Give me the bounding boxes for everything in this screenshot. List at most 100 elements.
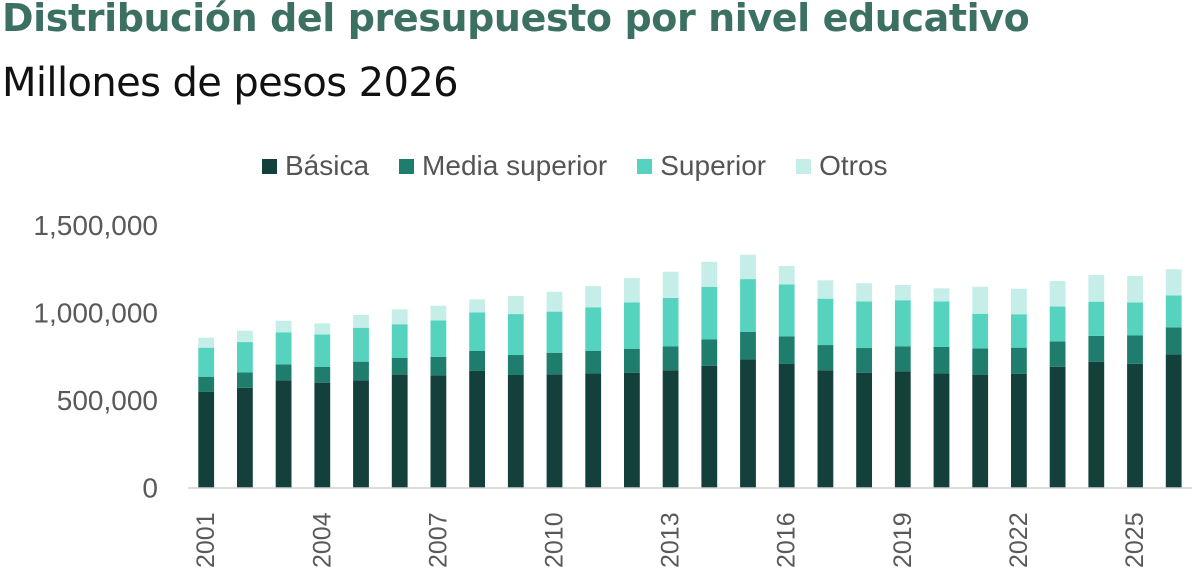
bar-segment-media-superior-2008: [469, 351, 485, 371]
bars: [198, 254, 1182, 488]
bar-segment-media-superior-2026: [1165, 327, 1182, 355]
bar-segment-media-superior-2021: [972, 348, 989, 375]
bar-segment-superior-2026: [1165, 295, 1182, 328]
x-tick-label: 2010: [541, 512, 569, 568]
bar-segment-superior-2003: [275, 332, 292, 365]
legend: Básica Media superior Superior Otros: [262, 150, 918, 182]
x-tick-label: 2022: [1005, 512, 1033, 568]
bar-segment-superior-2016: [778, 284, 795, 337]
legend-item-superior: Superior: [637, 150, 766, 182]
bar-segment-basica-2004: [314, 382, 331, 488]
bar-segment-media-superior-2019: [894, 346, 911, 372]
bar-segment-basica-2025: [1127, 363, 1143, 488]
bar-segment-otros-2004: [314, 323, 331, 335]
y-tick-label: 1,000,000: [33, 298, 158, 329]
bar-segment-otros-2011: [585, 286, 602, 308]
bar-segment-media-superior-2017: [817, 345, 834, 371]
bar-segment-otros-2017: [817, 280, 834, 299]
bar-segment-superior-2018: [856, 301, 872, 349]
bar-segment-basica-2022: [1011, 373, 1027, 488]
bar-segment-otros-2024: [1088, 275, 1105, 302]
bar-segment-otros-2006: [391, 309, 408, 325]
legend-swatch-basica: [262, 158, 277, 174]
bar-segment-basica-2018: [856, 372, 872, 488]
legend-swatch-otros: [796, 158, 812, 174]
bar-segment-superior-2022: [1011, 314, 1027, 348]
bar-segment-media-superior-2012: [624, 348, 640, 373]
x-axis: 2001 2004 2007 2010 2013 2016 2019 2022 2025: [192, 512, 1149, 568]
bar-segment-media-superior-2005: [353, 361, 369, 381]
bar-segment-media-superior-2020: [933, 346, 950, 374]
bar-segment-superior-2008: [469, 312, 485, 351]
bar-segment-otros-2012: [624, 278, 640, 303]
bar-segment-basica-2011: [585, 373, 602, 488]
bar-segment-basica-2009: [507, 374, 524, 488]
bar-segment-otros-2002: [237, 330, 253, 343]
bar-segment-basica-2007: [430, 375, 447, 488]
bar-segment-otros-2022: [1011, 288, 1027, 315]
bar-segment-basica-2021: [972, 374, 989, 488]
bar-segment-media-superior-2014: [701, 339, 718, 366]
bar-segment-superior-2005: [353, 327, 369, 362]
bar-segment-superior-2014: [701, 286, 718, 340]
bar-segment-basica-2008: [469, 370, 485, 488]
legend-swatch-superior: [637, 158, 653, 174]
bar-segment-otros-2005: [353, 314, 369, 328]
bar-segment-basica-2013: [662, 370, 679, 488]
bar-segment-media-superior-2015: [740, 331, 756, 360]
x-tick-label: 2016: [773, 512, 801, 568]
x-tick-label: 2019: [889, 512, 917, 568]
bar-segment-otros-2018: [856, 283, 872, 302]
bar-segment-media-superior-2013: [662, 346, 679, 371]
bar-segment-otros-2003: [275, 320, 292, 333]
bar-segment-basica-2015: [740, 359, 756, 488]
y-tick-label: 0: [142, 473, 158, 504]
bar-segment-media-superior-2006: [391, 358, 408, 375]
x-tick-label: 2025: [1121, 512, 1149, 568]
bar-segment-basica-2026: [1165, 354, 1182, 488]
bar-segment-superior-2009: [507, 314, 524, 356]
bar-segment-otros-2001: [198, 337, 215, 348]
bar-segment-media-superior-2011: [585, 351, 602, 374]
bar-segment-superior-2012: [624, 302, 640, 349]
bar-segment-superior-2013: [662, 297, 679, 347]
legend-label-basica: Básica: [285, 150, 370, 181]
bar-segment-superior-2023: [1049, 306, 1066, 342]
bar-segment-basica-2005: [353, 380, 369, 488]
bar-segment-superior-2024: [1088, 301, 1105, 336]
legend-item-basica: Básica: [262, 150, 369, 182]
legend-swatch-media-superior: [399, 158, 415, 174]
bar-segment-media-superior-2025: [1127, 335, 1143, 364]
bar-segment-media-superior-2010: [546, 352, 563, 375]
bar-segment-media-superior-2001: [198, 376, 215, 392]
legend-label-superior: Superior: [660, 150, 767, 181]
bar-segment-superior-2010: [546, 311, 563, 353]
bar-segment-basica-2020: [933, 373, 950, 488]
bar-segment-basica-2003: [275, 380, 292, 488]
chart-subtitle: Millones de pesos 2026: [2, 60, 459, 106]
bar-segment-otros-2008: [469, 299, 485, 313]
bar-segment-superior-2019: [894, 300, 911, 347]
bar-segment-superior-2025: [1127, 302, 1143, 336]
bar-segment-media-superior-2007: [430, 356, 447, 376]
bar-segment-basica-2024: [1088, 361, 1105, 488]
legend-label-media-superior: Media superior: [422, 150, 608, 181]
legend-item-otros: Otros: [796, 150, 888, 182]
bar-segment-basica-2002: [237, 387, 253, 488]
bar-segment-otros-2021: [972, 286, 989, 314]
y-tick-label: 500,000: [57, 385, 158, 416]
bar-segment-basica-2001: [198, 391, 215, 488]
bar-segment-media-superior-2009: [507, 355, 524, 375]
legend-label-otros: Otros: [819, 150, 888, 181]
bar-segment-media-superior-2016: [778, 336, 795, 364]
legend-item-media-superior: Media superior: [399, 150, 607, 182]
bar-segment-media-superior-2023: [1049, 341, 1066, 367]
bar-segment-otros-2026: [1165, 269, 1182, 296]
bar-segment-basica-2016: [778, 363, 795, 488]
bar-segment-superior-2007: [430, 320, 447, 357]
bar-segment-basica-2006: [391, 374, 408, 488]
bar-segment-otros-2009: [507, 296, 524, 315]
bar-segment-basica-2014: [701, 365, 718, 488]
bar-segment-otros-2020: [933, 288, 950, 302]
bar-segment-basica-2017: [817, 370, 834, 488]
